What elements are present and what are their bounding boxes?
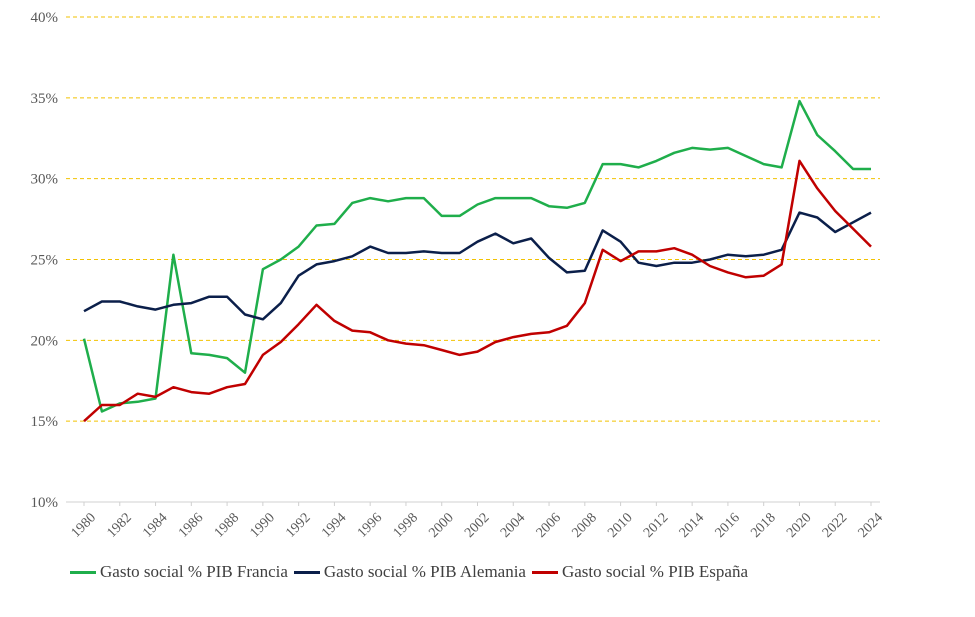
x-tick-label: 2014 bbox=[677, 510, 707, 540]
legend-item: Gasto social % PIB Alemania bbox=[293, 562, 526, 582]
x-tick-label: 2020 bbox=[784, 510, 814, 540]
y-tick-label: 30% bbox=[31, 172, 59, 188]
y-tick-label: 40% bbox=[31, 10, 59, 26]
x-tick-label: 1998 bbox=[391, 510, 421, 540]
series-line-0 bbox=[82, 99, 871, 413]
x-tick-label: 2018 bbox=[748, 510, 778, 540]
x-tick-label: 2006 bbox=[534, 510, 564, 540]
x-tick-label: 1988 bbox=[212, 510, 242, 540]
x-tick-label: 1996 bbox=[355, 510, 385, 540]
legend-label: Gasto social % PIB España bbox=[561, 562, 749, 581]
series-line-1 bbox=[83, 211, 872, 321]
y-axis: 10% 15% 20% 25% 30% 35% 40% bbox=[31, 10, 59, 511]
x-tick-label: 2004 bbox=[498, 510, 528, 540]
legend-swatch bbox=[293, 570, 320, 574]
y-tick-label: 35% bbox=[31, 91, 59, 107]
x-tick-label: 1990 bbox=[248, 510, 278, 540]
x-tick-label: 2016 bbox=[713, 510, 743, 540]
x-tick-label: 2000 bbox=[426, 510, 456, 540]
y-tick-label: 10% bbox=[31, 495, 59, 511]
gridlines bbox=[66, 16, 880, 503]
x-tick-label: 1992 bbox=[283, 510, 313, 540]
x-tick-label: 2002 bbox=[462, 510, 492, 540]
legend-item: Gasto social % PIB España bbox=[531, 562, 749, 582]
x-tick-label: 1982 bbox=[104, 510, 134, 540]
legend-swatch bbox=[70, 570, 96, 574]
x-tick-label: 2008 bbox=[569, 510, 599, 540]
y-tick-label: 25% bbox=[31, 253, 59, 269]
series-line-2 bbox=[83, 159, 872, 423]
legend-label: Gasto social % PIB Alemania bbox=[323, 562, 526, 581]
legend: Gasto social % PIB Francia Gasto social %… bbox=[70, 562, 748, 582]
legend-item: Gasto social % PIB Francia bbox=[70, 562, 288, 582]
x-tick-label: 2012 bbox=[641, 510, 671, 540]
x-tick-label: 1984 bbox=[140, 510, 170, 540]
x-tick-label: 1994 bbox=[319, 510, 349, 540]
x-tick-label: 1980 bbox=[69, 510, 99, 540]
y-tick-label: 15% bbox=[31, 414, 59, 430]
legend-label: Gasto social % PIB Francia bbox=[100, 562, 288, 581]
series-lines bbox=[82, 99, 872, 423]
legend-swatch bbox=[531, 570, 558, 574]
x-tick-label: 2022 bbox=[820, 510, 850, 540]
line-chart: 10%15%20%25%30%35%40% 1980 1982 1984 1986 19… bbox=[31, 10, 887, 541]
x-tick-label: 1986 bbox=[176, 510, 206, 540]
y-tick-label: 20% bbox=[31, 333, 59, 349]
x-tick-label: 2024 bbox=[856, 510, 886, 540]
x-axis: 1980 1982 1984 1986 1988 1990 1992 1994 1996 1998… bbox=[69, 502, 886, 541]
x-tick-label: 2010 bbox=[605, 510, 635, 540]
